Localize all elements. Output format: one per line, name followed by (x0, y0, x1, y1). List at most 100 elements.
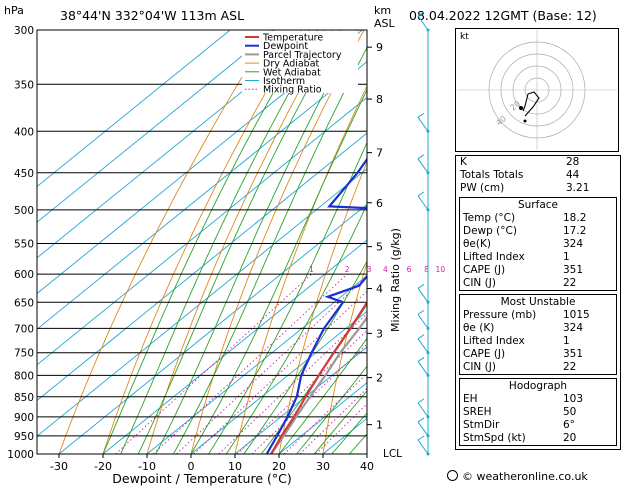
surface-row: Temp (°C) 18.2 (463, 212, 587, 224)
isotherm-line (37, 30, 363, 295)
wind-point (426, 351, 430, 355)
mixing-ratio-label: 1 (309, 265, 314, 274)
unstable-row: θe (K) 324 (463, 322, 584, 334)
wind-barb-flag (417, 191, 425, 197)
hodograph-row: EH 103 (463, 393, 584, 405)
mixing-ratio-label: 8 (424, 265, 429, 274)
asl-label: ASL (374, 17, 396, 30)
wind-point (426, 373, 430, 377)
wind-barb (417, 421, 429, 437)
wind-barb-flag (417, 334, 425, 340)
surface-row: Lifted Index 1 (463, 251, 570, 263)
pressure-tick-label: 400 (14, 126, 34, 138)
mixing-ratio-label: 3 (367, 265, 372, 274)
wind-barb (417, 195, 429, 211)
hodograph-unit-label: kt (460, 32, 469, 42)
legend-item-label: Dewpoint (263, 41, 308, 52)
wind-barb (417, 117, 429, 132)
mixing-ratio-label: 10 (436, 265, 446, 274)
isotherm-line (234, 346, 367, 454)
wind-point (426, 208, 430, 212)
wind-barb (417, 361, 429, 376)
isotherm-line (37, 30, 231, 188)
isotherm-line (37, 168, 367, 437)
x-tick-label: -30 (50, 460, 68, 473)
temperature-line (270, 300, 367, 454)
wind-point (426, 326, 430, 330)
km-tick-label: 9 (376, 41, 383, 54)
mixing-ratio-label: 2 (345, 265, 350, 274)
isotherm-line (37, 61, 367, 330)
wet-adiabat-line (296, 365, 367, 454)
pressure-tick-label: 1000 (7, 449, 34, 461)
km-tick-label: 2 (376, 372, 383, 385)
wind-barb-flag (417, 11, 425, 17)
index-row: Totals Totals 44 (460, 169, 580, 181)
hodograph-trace (522, 91, 540, 117)
mixing-ratio-label: 4 (383, 265, 388, 274)
unstable-row: Lifted Index 1 (463, 335, 570, 347)
hodograph: kt 20 40 (455, 28, 619, 152)
isotherm-line (58, 203, 367, 454)
hodograph-row: StmDir 6° (463, 419, 575, 431)
surface-section: Surface Temp (°C) 18.2 Dewp (°C) 17.2 θe(K… (459, 197, 617, 291)
indices-table: K 28 Totals Totals 44 PW (cm) 3.21 Surface … (455, 155, 621, 450)
pressure-tick-label: 750 (14, 348, 34, 360)
storm-motion-marker (519, 106, 523, 110)
dewpoint-line (265, 157, 367, 454)
unstable-row: Pressure (mb) 1015 (463, 309, 590, 321)
isotherm-line (146, 275, 367, 454)
wind-point (426, 28, 430, 32)
isotherm-line (37, 30, 275, 223)
wind-barb (417, 314, 429, 329)
x-tick-label: 0 (188, 460, 195, 473)
legend-item-label: Parcel Trajectory (263, 50, 342, 61)
hodograph-row: StmSpd (kt) 20 (463, 432, 577, 444)
x-axis-title: Dewpoint / Temperature (°C) (112, 471, 291, 486)
isotherm-line (190, 310, 367, 454)
station-location: 38°44'N 332°04'W 113m ASL (60, 8, 244, 23)
wind-barb-flag (417, 309, 425, 315)
pressure-tick-label: 550 (14, 238, 34, 250)
most-unstable-section: Most Unstable Pressure (mb) 1015 θe (K) 32… (459, 294, 617, 375)
surface-row: CIN (J) 22 (463, 277, 577, 289)
surface-row: CAPE (J) 351 (463, 264, 584, 276)
legend-item-label: Wet Adiabat (263, 67, 321, 78)
km-tick-label: 5 (376, 241, 383, 254)
pressure-tick-label: 800 (14, 370, 34, 382)
legend-item-label: Dry Adiabat (263, 59, 320, 70)
copyright-footer: © weatheronline.co.uk (447, 470, 588, 483)
wind-barb (417, 158, 429, 174)
wind-barb (417, 288, 429, 303)
km-tick-label: 6 (376, 197, 383, 210)
pressure-tick-label: 600 (14, 269, 34, 281)
x-tick-label: 30 (316, 460, 330, 473)
mixing-ratio-label: 6 (407, 265, 412, 274)
surface-row: θe(K) 324 (463, 238, 584, 250)
pressure-tick-label: 650 (14, 297, 34, 309)
wind-point (426, 452, 430, 456)
wind-point (426, 434, 430, 438)
wind-barb-flag (417, 154, 425, 160)
pressure-tick-label: 950 (14, 431, 34, 443)
mixing-ratio-line (176, 275, 367, 454)
wind-barb (417, 439, 429, 455)
wind-barb (417, 15, 429, 31)
hodograph-params-title: Hodograph (508, 380, 568, 392)
datetime-label: 08.04.2022 12GMT (Base: 12) (409, 8, 597, 23)
index-row: K 28 (460, 156, 580, 168)
km-tick-label: 3 (376, 327, 383, 340)
wet-adiabat-line (261, 303, 367, 454)
surface-title: Surface (517, 199, 558, 211)
pressure-tick-label: 900 (14, 412, 34, 424)
km-tick-label: 1 (376, 419, 383, 432)
pressure-tick-label: 450 (14, 168, 34, 180)
isotherm-line (37, 30, 319, 259)
km-tick-label: 8 (376, 93, 383, 106)
surface-row: Dewp (°C) 17.2 (463, 225, 587, 237)
hpa-label: hPa (4, 4, 24, 17)
wind-barb-flag (417, 398, 425, 404)
legend-box (242, 31, 358, 93)
wind-barb-flag (417, 112, 425, 118)
